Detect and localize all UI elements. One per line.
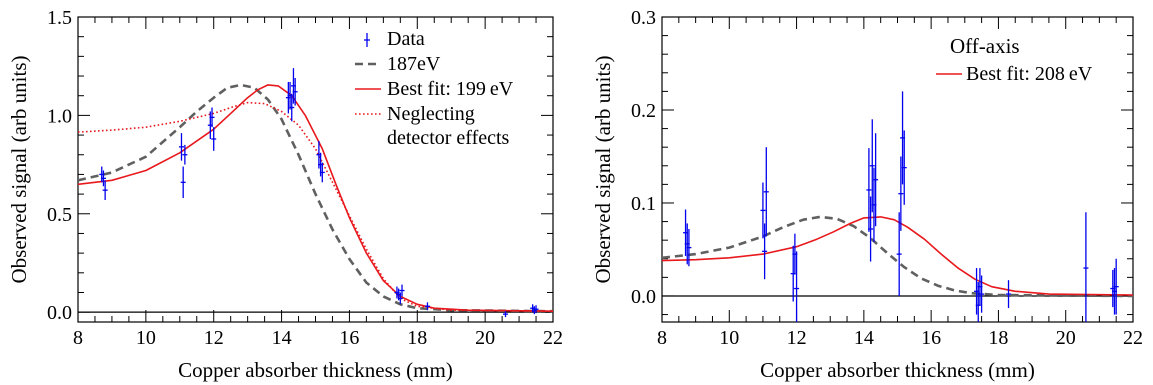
legend-label: Best fit: 199 eV xyxy=(387,78,514,100)
x-tick-label: 14 xyxy=(854,327,874,349)
x-tick-label: 12 xyxy=(204,327,224,349)
x-tick-label: 16 xyxy=(339,327,359,349)
panel-annotation: Off-axis xyxy=(950,34,1020,58)
legend: Data 187eV Best fit: 199 eV Neglectingdetec… xyxy=(355,28,514,149)
x-tick-label: 20 xyxy=(475,327,495,349)
x-tick-label: 18 xyxy=(407,327,427,349)
y-tick-label: 0.1 xyxy=(631,193,656,215)
chart-panel-1: 8 10 12 14 16 18 20 22 0.0 0.5 1.0 1.5 Copper absorb… xyxy=(7,7,563,382)
x-tick-label: 20 xyxy=(1056,327,1076,349)
series-line-solid xyxy=(662,216,1133,296)
series-line-solid xyxy=(78,84,553,312)
chart-panel-2: 8 10 12 14 16 18 20 22 0.0 0.1 0.2 0.3 Copper absorb… xyxy=(591,7,1143,382)
y-axis-label: Observed signal (arb units) xyxy=(7,55,31,283)
series-line-dashed xyxy=(78,83,553,313)
legend-label: Neglecting xyxy=(387,103,475,125)
x-tick-label: 14 xyxy=(272,327,292,349)
x-axis-label: Copper absorber thickness (mm) xyxy=(760,358,1035,382)
y-tick-label: 0.3 xyxy=(631,7,656,29)
x-tick-label: 12 xyxy=(787,327,807,349)
y-tick-label: 0.5 xyxy=(47,204,72,226)
y-axis-label: Observed signal (arb units) xyxy=(591,55,615,283)
series-line-dashed xyxy=(662,215,1133,298)
x-axis-label: Copper absorber thickness (mm) xyxy=(178,358,453,382)
legend-label: 187eV xyxy=(387,53,441,75)
x-tick-label: 10 xyxy=(719,327,739,349)
x-tick-label: 18 xyxy=(988,327,1008,349)
x-tick-label: 22 xyxy=(1123,327,1143,349)
x-tick-label: 16 xyxy=(921,327,941,349)
y-tick-label: 1.5 xyxy=(47,7,72,29)
x-tick-label: 8 xyxy=(73,327,83,349)
legend-label: Best fit: 208 eV xyxy=(966,63,1093,85)
y-tick-label: 0.0 xyxy=(631,286,656,308)
legend-label: detector effects xyxy=(387,127,510,149)
y-tick-label: 0.0 xyxy=(47,302,72,324)
y-tick-label: 1.0 xyxy=(47,105,72,127)
legend-label: Data xyxy=(387,28,425,50)
y-tick-label: 0.2 xyxy=(631,100,656,122)
x-tick-label: 22 xyxy=(543,327,563,349)
legend: Best fit: 208 eV xyxy=(936,63,1093,85)
x-tick-label: 10 xyxy=(136,327,156,349)
x-tick-label: 8 xyxy=(657,327,667,349)
